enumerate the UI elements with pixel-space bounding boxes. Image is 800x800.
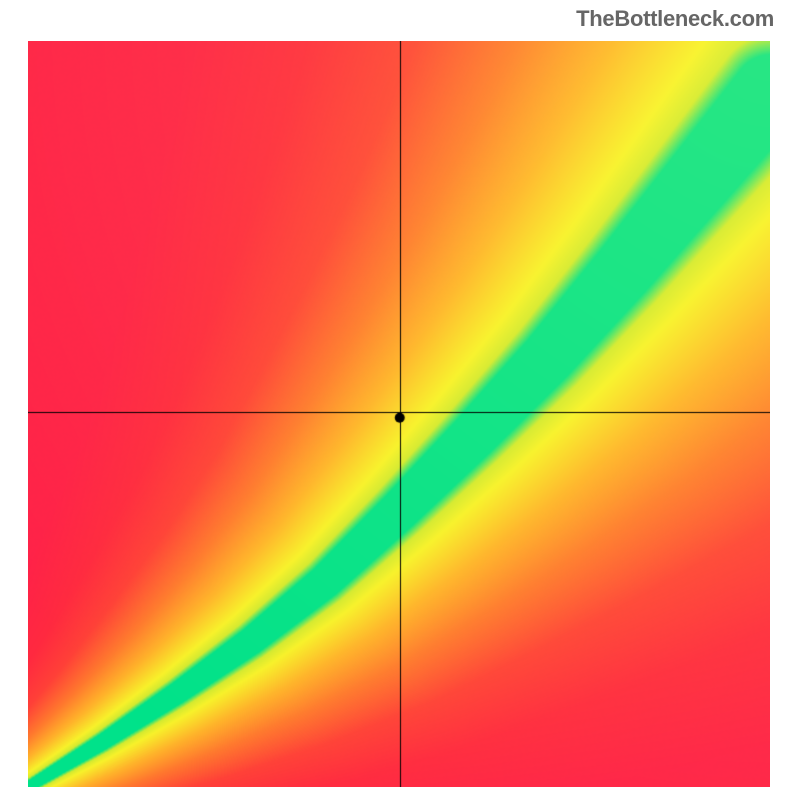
attribution-text: TheBottleneck.com: [576, 6, 774, 32]
heatmap-canvas: [28, 41, 770, 787]
heatmap-plot: [28, 41, 770, 787]
chart-container: TheBottleneck.com: [0, 0, 800, 800]
